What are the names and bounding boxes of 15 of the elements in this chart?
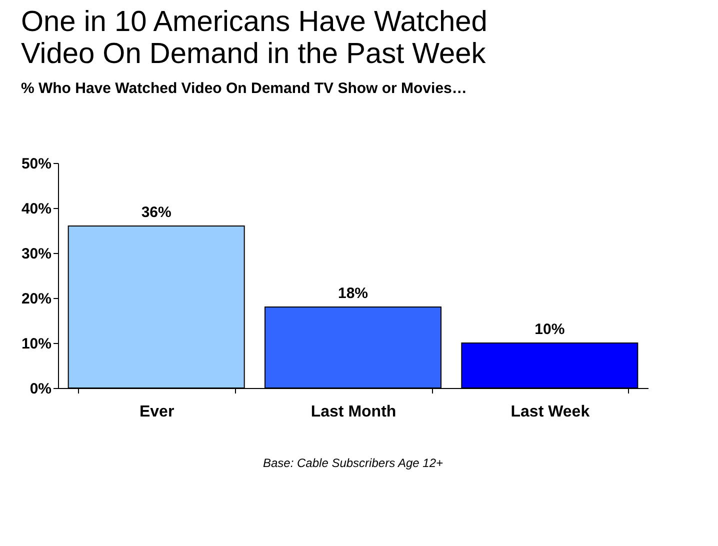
x-tick-label: Last Week: [510, 404, 590, 420]
data-label: 18%: [338, 285, 368, 302]
y-tick-label: 0%: [30, 380, 52, 398]
chart-subtitle: % Who Have Watched Video On Demand TV Show or Movies…: [20, 80, 467, 97]
text: Base: Cable Subscribers Age 12+: [263, 456, 443, 470]
y-tick-label: 50%: [21, 156, 52, 172]
y-tick-label: 40%: [21, 200, 52, 218]
y-tick-label: 30%: [21, 246, 52, 262]
chart-title: One in 10 Americans Have Watched Video On Demand in the Past Week: [20, 6, 488, 70]
y-tick-label: 10%: [21, 336, 52, 352]
y-tick-label: 20%: [21, 290, 52, 308]
x-tick-label: Last Month: [310, 404, 396, 420]
data-label: 36%: [141, 204, 172, 221]
x-tick-label: Ever: [139, 404, 174, 420]
data-label: 10%: [534, 321, 565, 338]
